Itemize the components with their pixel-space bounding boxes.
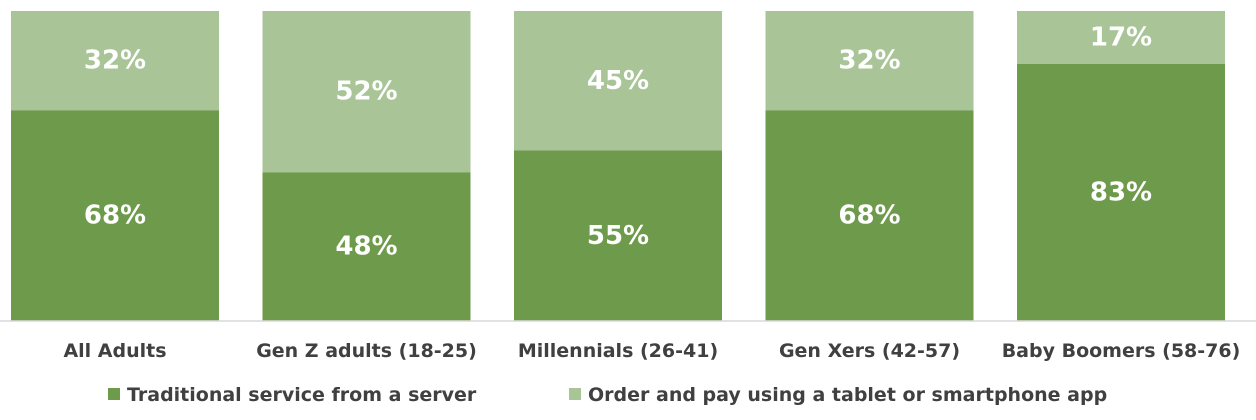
data-label-baby-boomers-58-76-series-1: 83% — [1090, 177, 1152, 207]
legend-swatch-series-1 — [108, 388, 120, 400]
data-label-millennials-26-41-series-1: 55% — [587, 221, 649, 251]
bar-baby-boomers-58-76-series-1 — [1017, 63, 1225, 321]
legend-label-series-2: Order and pay using a tablet or smartpho… — [588, 384, 1107, 406]
data-label-gen-z-adults-18-25-series-2: 52% — [335, 77, 397, 107]
bar-all-adults-series-1 — [11, 110, 219, 321]
data-label-all-adults-series-2: 32% — [84, 46, 146, 76]
data-label-all-adults-series-1: 68% — [84, 201, 146, 231]
bar-baby-boomers-58-76-series-2 — [1017, 11, 1225, 64]
legend-swatch-series-2 — [569, 388, 581, 400]
legend: Traditional service from a server Order a… — [108, 384, 1107, 406]
data-label-baby-boomers-58-76-series-2: 17% — [1090, 22, 1152, 52]
legend-label-series-1: Traditional service from a server — [127, 384, 477, 406]
data-label-gen-xers-42-57-series-1: 68% — [838, 201, 900, 231]
data-label-gen-xers-42-57-series-2: 32% — [838, 46, 900, 76]
bar-gen-z-adults-18-25-series-1 — [262, 172, 471, 321]
bars-group: 68% 32% 48% 52% 55% 45% 68% 32% 83% 17% — [11, 11, 1225, 321]
data-label-millennials-26-41-series-2: 45% — [587, 66, 649, 96]
bar-all-adults-series-2 — [11, 11, 219, 111]
bar-gen-xers-42-57-series-1 — [765, 110, 974, 321]
category-label-gen-z-adults-18-25: Gen Z adults (18-25) — [256, 340, 477, 362]
category-label-all-adults: All Adults — [63, 340, 166, 362]
bar-millennials-26-41-series-1 — [514, 150, 722, 321]
category-label-millennials-26-41: Millennials (26-41) — [518, 340, 718, 362]
category-labels-group: All Adults Gen Z adults (18-25) Millennial… — [63, 340, 1240, 362]
category-label-baby-boomers-58-76: Baby Boomers (58-76) — [1002, 340, 1241, 362]
bar-gen-z-adults-18-25-series-2 — [262, 11, 471, 173]
bar-millennials-26-41-series-2 — [514, 11, 722, 151]
category-label-gen-xers-42-57: Gen Xers (42-57) — [779, 340, 960, 362]
bar-gen-xers-42-57-series-2 — [765, 11, 974, 111]
data-label-gen-z-adults-18-25-series-1: 48% — [335, 232, 397, 262]
